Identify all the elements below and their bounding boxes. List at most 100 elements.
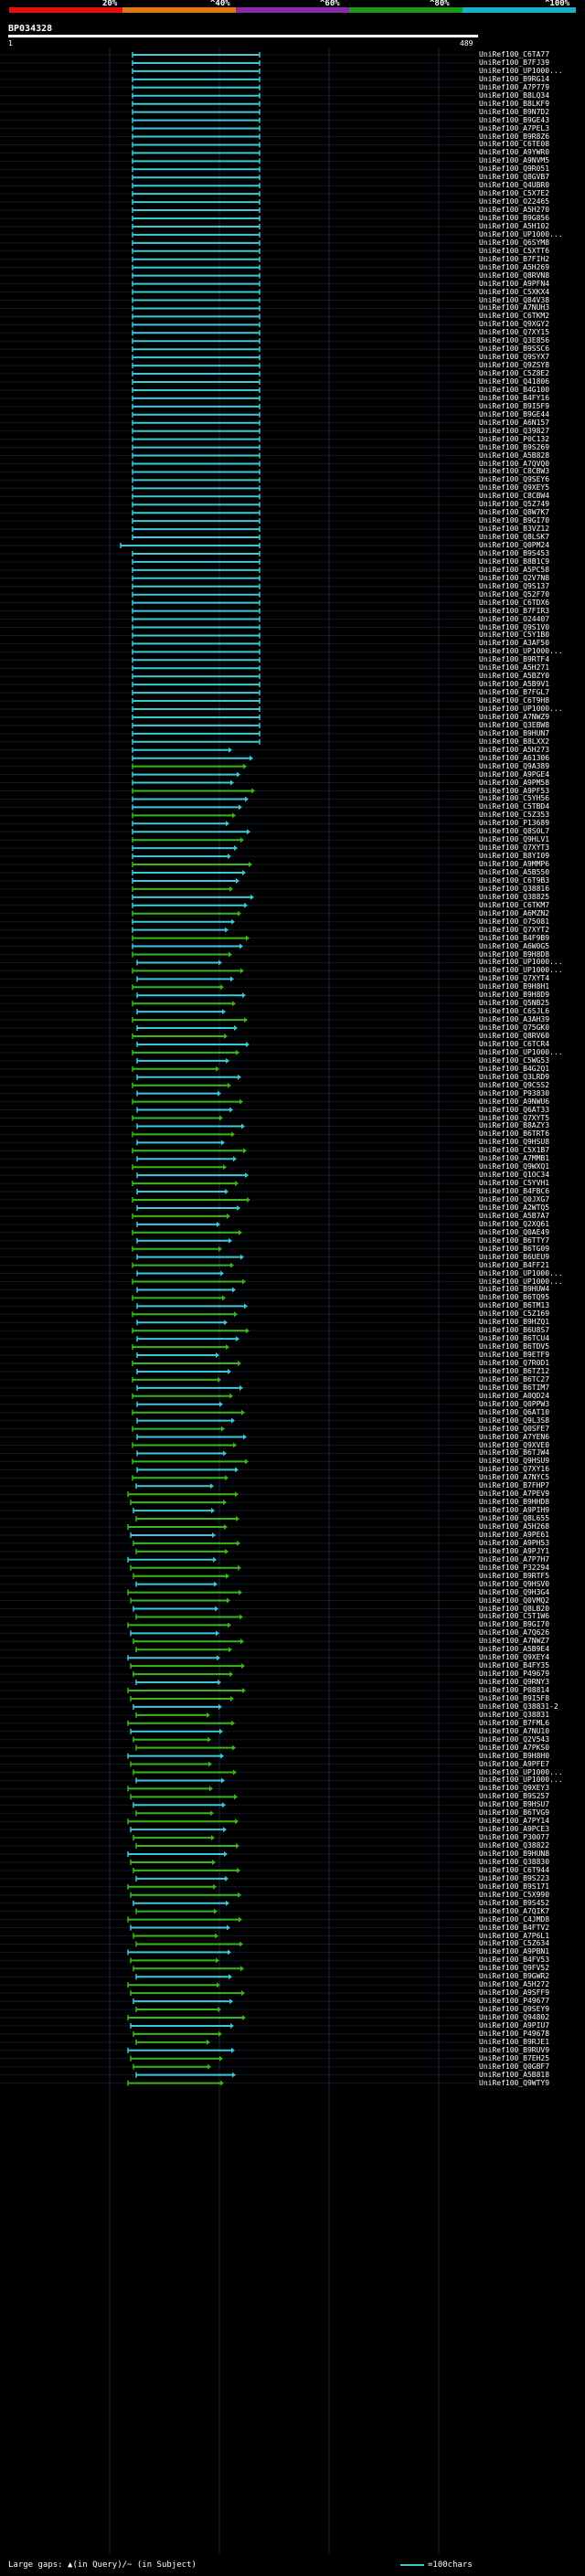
hit-label-link[interactable]: UniRef100_A9PE61 [479,1530,550,1539]
hit-label-link[interactable]: UniRef100_UP1000... [479,1767,563,1776]
hit-label-link[interactable]: UniRef100_A7PEV9 [479,1489,550,1499]
hit-label-link[interactable]: UniRef100_Q38831-2 [479,1701,558,1711]
hit-label-link[interactable]: UniRef100_A7NWZ7 [479,1637,550,1646]
hit-label-link[interactable]: UniRef100_A7QIK7 [479,1906,550,1915]
hit-label-link[interactable]: UniRef100_A9NVM5 [479,156,550,165]
hit-label-link[interactable]: UniRef100_B7FIR3 [479,606,550,615]
hit-label-link[interactable]: UniRef100_C5YVH1 [479,1179,550,1188]
hit-label-link[interactable]: UniRef100_Q6AT10 [479,1407,550,1416]
hit-label-link[interactable]: UniRef100_Q41806 [479,377,550,386]
hit-label-link[interactable]: UniRef100_Q2V7N8 [479,573,550,582]
hit-label-link[interactable]: UniRef100_B6TDV5 [479,1342,550,1352]
hit-label-link[interactable]: UniRef100_C5Z634 [479,1939,550,1948]
hit-label-link[interactable]: UniRef100_B9S171 [479,1882,550,1891]
hit-label-link[interactable]: UniRef100_C5Z169 [479,1309,550,1319]
hit-label-link[interactable]: UniRef100_UP1000... [479,229,563,239]
hit-label-link[interactable]: UniRef100_Q94802 [479,2013,550,2021]
hit-label-link[interactable]: UniRef100_A5BZY0 [479,672,550,681]
hit-label-link[interactable]: UniRef100_Q38822 [479,1841,550,1850]
hit-label-link[interactable]: UniRef100_C6SJL6 [479,1007,550,1016]
hit-label-link[interactable]: UniRef100_Q75GK0 [479,1023,550,1033]
hit-label-link[interactable]: UniRef100_B6TJW4 [479,1448,550,1458]
hit-label-link[interactable]: UniRef100_B9H8H1 [479,982,550,991]
hit-label-link[interactable]: UniRef100_C5X7E2 [479,189,550,198]
hit-label-link[interactable]: UniRef100_B9ETF9 [479,1351,550,1360]
hit-label-link[interactable]: UniRef100_A61306 [479,753,550,762]
hit-label-link[interactable]: UniRef100_A7Q626 [479,1628,550,1638]
hit-label-link[interactable]: UniRef100_Q0AE49 [479,1227,550,1236]
hit-label-link[interactable]: UniRef100_A7NU10 [479,1726,550,1735]
hit-label-link[interactable]: UniRef100_C6TKM2 [479,312,550,321]
hit-label-link[interactable]: UniRef100_Q38831 [479,1710,550,1719]
hit-label-link[interactable]: UniRef100_A6N157 [479,418,550,427]
hit-label-link[interactable]: UniRef100_B8LKF9 [479,99,550,108]
hit-label-link[interactable]: UniRef100_B7FML6 [479,1718,550,1727]
hit-label-link[interactable]: UniRef100_Q9H3G4 [479,1587,550,1596]
hit-label-link[interactable]: UniRef100_A5H268 [479,1522,550,1531]
hit-label-link[interactable]: UniRef100_B9R8Z6 [479,132,550,141]
hit-label-link[interactable]: UniRef100_B9H8D9 [479,991,550,1000]
hit-label-link[interactable]: UniRef100_A5B7A7 [479,1211,550,1220]
hit-label-link[interactable]: UniRef100_UP1000... [479,958,563,967]
hit-label-link[interactable]: UniRef100_A7P6L1 [479,1931,550,1940]
hit-label-link[interactable]: UniRef100_A7NUH3 [479,303,550,313]
hit-label-link[interactable]: UniRef100_B9S223 [479,1873,550,1882]
hit-label-link[interactable]: UniRef100_A9YWR0 [479,148,550,157]
hit-label-link[interactable]: UniRef100_Q9SEY6 [479,475,550,484]
hit-label-link[interactable]: UniRef100_Q8RV60 [479,1032,550,1040]
hit-label-link[interactable]: UniRef100_Q3E856 [479,336,550,345]
hit-label-link[interactable]: UniRef100_Q38825 [479,892,550,901]
hit-label-link[interactable]: UniRef100_B9GE44 [479,409,550,419]
hit-label-link[interactable]: UniRef100_Q7XYT3 [479,843,550,853]
hit-label-link[interactable]: UniRef100_B9HUN7 [479,728,550,737]
hit-label-link[interactable]: UniRef100_Q8LSK7 [479,533,550,542]
hit-label-link[interactable]: UniRef100_Q9HSU9 [479,1457,550,1466]
hit-label-link[interactable]: UniRef100_Q9XGY2 [479,320,550,329]
hit-label-link[interactable]: UniRef100_A7PKS0 [479,1743,550,1752]
hit-label-link[interactable]: UniRef100_B7FHP7 [479,1481,550,1490]
hit-label-link[interactable]: UniRef100_C5TBD4 [479,802,550,811]
hit-label-link[interactable]: UniRef100_Q0PPW3 [479,1399,550,1408]
hit-label-link[interactable]: UniRef100_B6TG09 [479,1244,550,1253]
hit-label-link[interactable]: UniRef100_UP1000... [479,1047,563,1056]
hit-label-link[interactable]: UniRef100_Q6AT33 [479,1105,550,1114]
hit-label-link[interactable]: UniRef100_B6TZ12 [479,1366,550,1375]
hit-label-link[interactable]: UniRef100_P93830 [479,1088,550,1097]
hit-label-link[interactable]: UniRef100_Q0JXG7 [479,1195,550,1203]
hit-label-link[interactable]: UniRef100_C5Z8E2 [479,369,550,378]
hit-label-link[interactable]: UniRef100_Q5Z749 [479,500,550,509]
hit-label-link[interactable]: UniRef100_Q9R051 [479,164,550,174]
hit-label-link[interactable]: UniRef100_B6TM13 [479,1301,550,1310]
hit-label-link[interactable]: UniRef100_B6TVG9 [479,1808,550,1818]
hit-label-link[interactable]: UniRef100_B4FF21 [479,1260,550,1269]
hit-label-link[interactable]: UniRef100_B9HHD8 [479,1498,550,1507]
hit-label-link[interactable]: UniRef100_Q3LRD9 [479,1072,550,1081]
hit-label-link[interactable]: UniRef100_Q5NB25 [479,999,550,1008]
hit-label-link[interactable]: UniRef100_Q2XQ61 [479,1219,550,1228]
hit-label-link[interactable]: UniRef100_C4JMD8 [479,1914,550,1924]
hit-label-link[interactable]: UniRef100_B4FBC6 [479,1187,550,1196]
hit-label-link[interactable]: UniRef100_C5XKX4 [479,287,550,296]
hit-label-link[interactable]: UniRef100_Q84V38 [479,295,550,304]
hit-label-link[interactable]: UniRef100_B6TC27 [479,1374,550,1383]
hit-label-link[interactable]: UniRef100_B7FIH2 [479,254,550,263]
hit-label-link[interactable]: UniRef100_Q38816 [479,884,550,893]
hit-label-link[interactable]: UniRef100_A7MMB1 [479,1154,550,1163]
hit-label-link[interactable]: UniRef100_B6TCU4 [479,1334,550,1343]
hit-label-link[interactable]: UniRef100_Q7XYT4 [479,974,550,983]
hit-label-link[interactable]: UniRef100_UP1000... [479,1277,563,1286]
hit-label-link[interactable]: UniRef100_UP1000... [479,647,563,656]
hit-label-link[interactable]: UniRef100_A9PFN4 [479,279,550,288]
hit-label-link[interactable]: UniRef100_Q7XY15 [479,328,550,337]
hit-label-link[interactable]: UniRef100_A9PM58 [479,778,550,787]
hit-label-link[interactable]: UniRef100_B9S452 [479,1898,550,1907]
hit-label-link[interactable]: UniRef100_A9PF53 [479,786,550,795]
hit-label-link[interactable]: UniRef100_C6TE08 [479,140,550,149]
hit-label-link[interactable]: UniRef100_Q9L3S8 [479,1415,550,1425]
hit-label-link[interactable]: UniRef100_Q8GVB7 [479,173,550,182]
hit-label-link[interactable]: UniRef100_A9SFF9 [479,1988,550,1998]
hit-label-link[interactable]: UniRef100_B9S257 [479,1792,550,1801]
hit-label-link[interactable]: UniRef100_A5H269 [479,262,550,271]
hit-label-link[interactable]: UniRef100_B9S453 [479,548,550,557]
hit-label-link[interactable]: UniRef100_A9PFE7 [479,1759,550,1768]
